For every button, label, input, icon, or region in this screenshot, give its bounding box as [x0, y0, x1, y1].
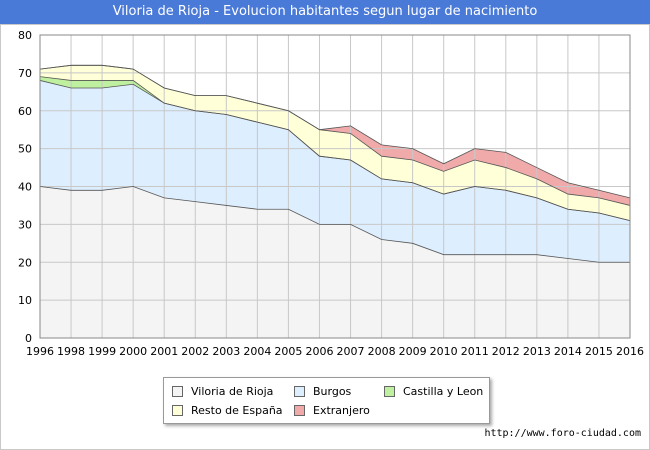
legend-label-resto: Resto de España [191, 403, 283, 417]
legend-item-viloria: Viloria de Rioja [172, 384, 273, 398]
y-tick-label-30: 30 [18, 218, 32, 231]
x-tick-label-2012: 2012 [492, 345, 520, 358]
legend-swatch-castilla [384, 385, 395, 397]
x-tick-label-2006: 2006 [305, 345, 333, 358]
y-tick-label-0: 0 [25, 332, 32, 345]
x-tick-label-2015: 2015 [585, 345, 613, 358]
legend-item-extranjero: Extranjero [294, 403, 370, 417]
x-tick-label-2009: 2009 [399, 345, 427, 358]
x-tick-label-2014: 2014 [554, 345, 582, 358]
legend-item-castilla: Castilla y Leon [384, 384, 483, 398]
x-tick-label-2003: 2003 [212, 345, 240, 358]
source-link[interactable]: http://www.foro-ciudad.com [484, 428, 641, 439]
x-tick-label-2001: 2001 [150, 345, 178, 358]
series-line-4 [39, 64, 631, 199]
series-line-0 [39, 186, 630, 263]
legend-label-castilla: Castilla y Leon [403, 384, 484, 398]
x-tick-label-2016: 2016 [616, 345, 644, 358]
legend-label-extranjero: Extranjero [313, 403, 370, 417]
y-tick-label-50: 50 [18, 143, 32, 156]
x-tick-label-2007: 2007 [337, 345, 365, 358]
x-tick-label-2011: 2011 [461, 345, 489, 358]
x-tick-label-2000: 2000 [119, 345, 147, 358]
y-tick-label-60: 60 [18, 105, 32, 118]
x-tick-label-2013: 2013 [523, 345, 551, 358]
legend-item-burgos: Burgos [294, 384, 351, 398]
legend-label-viloria: Viloria de Rioja [191, 384, 274, 398]
y-tick-label-70: 70 [18, 67, 32, 80]
plot-border [39, 34, 631, 339]
x-tick-label-2005: 2005 [274, 345, 302, 358]
y-tick-label-20: 20 [18, 256, 32, 269]
legend-swatch-extranjero [294, 404, 305, 416]
y-tick-label-80: 80 [18, 29, 32, 42]
x-tick-label-1999: 1999 [88, 345, 116, 358]
x-tick-label-2008: 2008 [368, 345, 396, 358]
x-tick-label-1998: 1998 [57, 345, 85, 358]
area-series-1 [40, 80, 630, 263]
legend-item-resto: Resto de España [172, 403, 283, 417]
area-series-3 [40, 65, 630, 221]
x-tick-label-1996: 1996 [26, 345, 54, 358]
y-tick-label-10: 10 [18, 294, 32, 307]
legend-swatch-viloria [172, 385, 183, 397]
chart-title: Viloria de Rioja - Evolucion habitantes … [0, 0, 650, 24]
y-tick-label-40: 40 [18, 181, 32, 194]
series-line-2 [39, 76, 631, 221]
legend-label-burgos: Burgos [313, 384, 352, 398]
legend-swatch-resto [172, 404, 183, 416]
area-series-4 [40, 65, 630, 206]
legend: Viloria de Rioja Burgos Castilla y Leon … [163, 377, 490, 424]
x-tick-label-2010: 2010 [430, 345, 458, 358]
x-tick-label-2004: 2004 [243, 345, 271, 358]
legend-swatch-burgos [294, 385, 305, 397]
x-tick-label-2002: 2002 [181, 345, 209, 358]
